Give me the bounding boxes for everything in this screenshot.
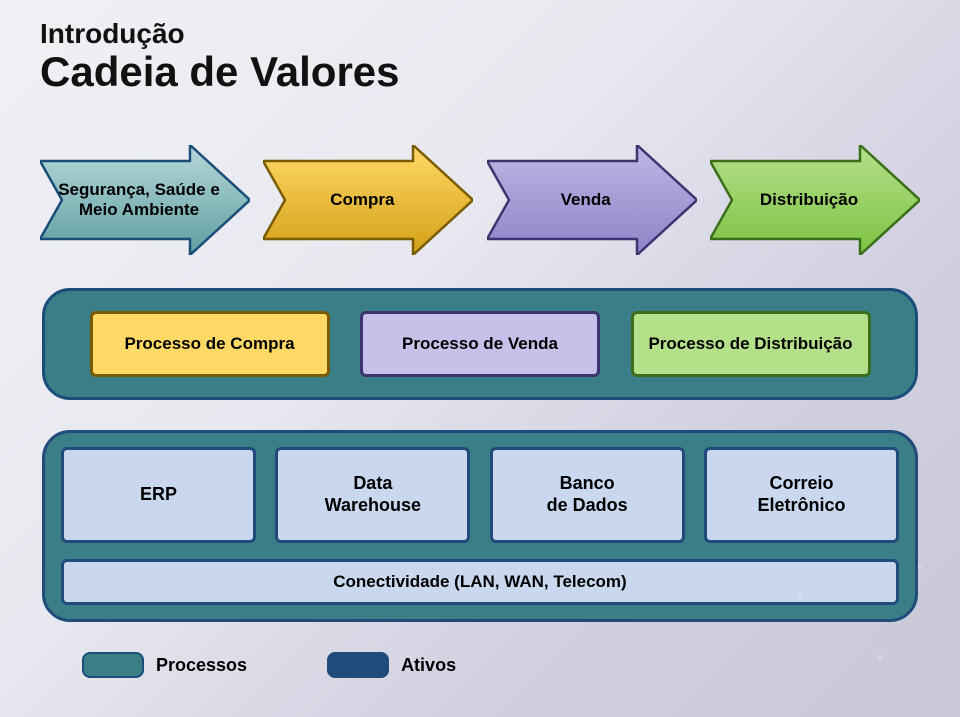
slide: Introdução Cadeia de Valores Segurança, … <box>0 0 960 717</box>
connectivity-label: Conectividade (LAN, WAN, Telecom) <box>333 572 626 592</box>
arrow-3: Distribuição <box>710 145 920 255</box>
process-box-2: Processo de Distribuição <box>631 311 871 377</box>
title-block: Introdução Cadeia de Valores <box>40 18 400 96</box>
asset-box-3: Correio Eletrônico <box>704 447 899 543</box>
legend-swatch-0 <box>82 652 144 678</box>
connectivity-box: Conectividade (LAN, WAN, Telecom) <box>61 559 899 605</box>
asset-box-1: Data Warehouse <box>275 447 470 543</box>
assets-row: ERPData WarehouseBanco de DadosCorreio E… <box>61 447 899 543</box>
processes-container: Processo de Compra Processo de Venda Proce… <box>42 288 918 400</box>
arrow-label-0: Segurança, Saúde e Meio Ambiente <box>40 145 250 255</box>
legend-item-0: Processos <box>82 652 247 678</box>
legend-label-1: Ativos <box>401 655 456 676</box>
assets-container: ERPData WarehouseBanco de DadosCorreio E… <box>42 430 918 622</box>
asset-box-0: ERP <box>61 447 256 543</box>
main-title-text: Cadeia de Valores <box>40 48 400 96</box>
arrow-label-1: Compra <box>263 145 473 255</box>
arrow-label-2: Venda <box>487 145 697 255</box>
arrow-1: Compra <box>263 145 473 255</box>
process-box-0: Processo de Compra <box>90 311 330 377</box>
subtitle-text: Introdução <box>40 18 400 50</box>
legend-item-1: Ativos <box>327 652 456 678</box>
process-box-1: Processo de Venda <box>360 311 600 377</box>
arrows-row: Segurança, Saúde e Meio Ambiente Compra … <box>40 140 920 260</box>
arrow-2: Venda <box>487 145 697 255</box>
arrow-label-3: Distribuição <box>710 145 920 255</box>
asset-box-2: Banco de Dados <box>490 447 685 543</box>
legend-swatch-1 <box>327 652 389 678</box>
legend: Processos Ativos <box>82 652 456 678</box>
arrow-0: Segurança, Saúde e Meio Ambiente <box>40 145 250 255</box>
legend-label-0: Processos <box>156 655 247 676</box>
